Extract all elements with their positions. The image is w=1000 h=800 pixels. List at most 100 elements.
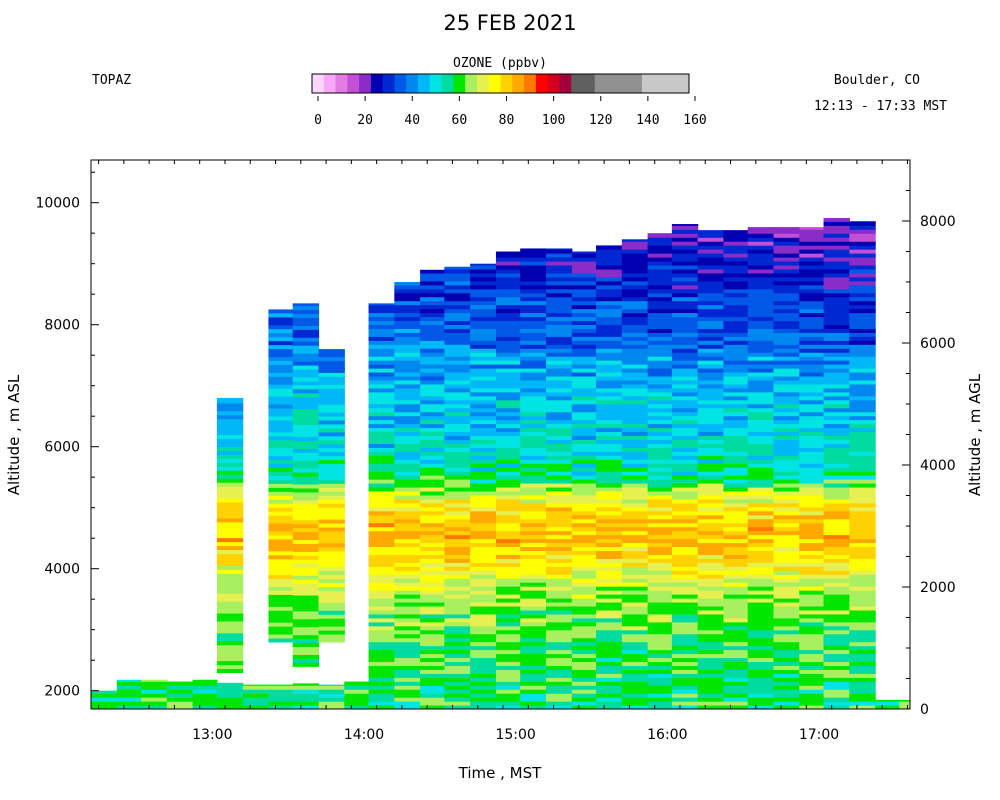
ozone-cell: [823, 296, 850, 302]
ozone-cell: [647, 324, 673, 329]
ozone-cell: [849, 605, 876, 611]
ozone-cell: [394, 387, 421, 393]
ozone-cell: [444, 419, 471, 425]
ozone-cell: [470, 479, 497, 484]
ozone-cell: [470, 665, 497, 670]
ozone-cell: [697, 597, 725, 603]
ozone-cell: [697, 423, 725, 429]
ozone-cell: [444, 320, 471, 325]
ozone-cell: [268, 364, 294, 369]
ozone-cell: [495, 256, 521, 262]
ozone-cell: [495, 578, 521, 583]
ozone-cell: [849, 657, 876, 663]
ozone-cell: [546, 653, 573, 659]
ozone-cell: [292, 357, 320, 362]
ozone-cell: [671, 506, 699, 512]
ozone-cell: [470, 673, 497, 678]
ozone-cell: [697, 554, 725, 559]
ozone-cell: [849, 550, 876, 555]
ozone-cell: [216, 434, 244, 440]
ozone-cell: [420, 288, 445, 294]
ozone-cell: [747, 633, 775, 639]
ozone-cell: [723, 348, 749, 353]
ozone-cell: [747, 637, 775, 643]
ozone-cell: [596, 344, 623, 349]
ozone-cell: [697, 455, 725, 460]
ozone-cell: [697, 490, 725, 496]
ozone-cell: [394, 617, 421, 623]
ozone-cell: [571, 264, 597, 270]
ozone-cell: [671, 288, 699, 294]
ozone-cell: [444, 685, 471, 690]
ozone-cell: [571, 649, 597, 655]
ozone-cell: [823, 455, 850, 460]
ozone-cell: [773, 490, 800, 496]
ozone-cell: [292, 479, 320, 485]
ozone-cell: [420, 597, 445, 603]
ozone-cell: [292, 630, 320, 636]
ozone-cell: [723, 284, 749, 290]
ozone-cell: [596, 284, 623, 290]
ozone-cell: [292, 368, 320, 374]
ozone-cell: [823, 471, 850, 476]
ozone-cell: [596, 705, 623, 709]
ozone-cell: [647, 336, 673, 341]
ozone-cell: [773, 701, 800, 706]
ozone-cell: [849, 272, 876, 278]
ozone-cell: [823, 399, 850, 405]
ozone-cell: [747, 518, 775, 524]
ozone-cell: [268, 693, 294, 698]
ozone-cell: [470, 403, 497, 409]
ozone-cell: [596, 578, 623, 583]
ozone-cell: [420, 411, 445, 417]
ozone-cell: [823, 241, 850, 246]
ozone-cell: [773, 292, 800, 298]
ozone-cell: [420, 617, 445, 623]
ozone-cell: [318, 511, 345, 516]
ozone-cell: [368, 617, 395, 623]
ozone-cell: [394, 332, 421, 337]
ozone-cell: [596, 697, 623, 702]
ozone-cell: [621, 364, 649, 369]
ozone-cell: [671, 534, 699, 540]
ozone-cell: [318, 349, 345, 354]
ozone-cell: [318, 471, 345, 476]
ozone-cell: [268, 582, 294, 587]
ozone-cell: [166, 689, 194, 694]
ozone-cell: [368, 621, 395, 627]
ozone-cell: [420, 546, 445, 551]
ozone-cell: [420, 320, 445, 325]
ozone-cell: [470, 609, 497, 615]
ozone-cell: [799, 443, 825, 448]
ozone-cell: [444, 534, 471, 540]
ozone-cell: [647, 284, 673, 290]
ozone-cell: [571, 550, 597, 555]
ozone-cell: [697, 673, 725, 678]
ozone-cell: [671, 431, 699, 437]
ozone-cell: [596, 518, 623, 524]
ozone-cell: [368, 538, 395, 544]
ozone-cell: [268, 392, 294, 397]
ozone-cell: [647, 256, 673, 262]
ozone-cell: [747, 344, 775, 349]
ozone-cell: [621, 649, 649, 655]
ozone-cell: [268, 598, 294, 603]
ozone-cell: [723, 502, 749, 508]
ozone-cell: [470, 661, 497, 666]
ozone-cell: [647, 594, 673, 599]
ozone-cell: [368, 304, 395, 310]
ozone-cell: [621, 534, 649, 540]
ozone-cell: [596, 423, 623, 429]
ozone-cell: [747, 502, 775, 508]
ozone-cell: [747, 332, 775, 337]
ozone-cell: [647, 586, 673, 591]
ozone-cell: [723, 276, 749, 282]
ozone-cell: [823, 348, 850, 353]
ozone-cell: [723, 296, 749, 302]
ozone-cell: [520, 304, 547, 310]
ozone-cell: [368, 303, 395, 306]
ozone-cell: [773, 348, 800, 353]
ozone-cell: [747, 368, 775, 373]
ozone-cell: [318, 701, 345, 706]
ozone-cell: [268, 427, 294, 433]
